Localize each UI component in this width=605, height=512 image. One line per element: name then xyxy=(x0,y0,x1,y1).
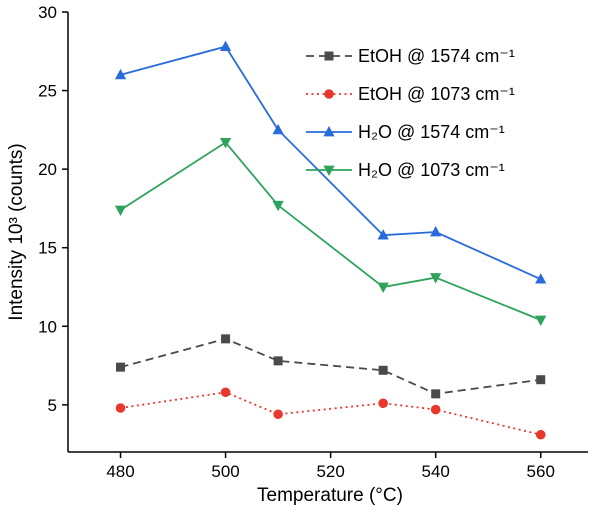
marker-circle xyxy=(430,404,441,415)
y-tick-label: 15 xyxy=(38,239,57,258)
marker-triangle-down xyxy=(430,273,442,284)
marker-triangle-down xyxy=(114,205,127,216)
x-tick-label: 540 xyxy=(421,462,449,481)
y-tick-label: 30 xyxy=(38,3,57,22)
marker-circle xyxy=(220,387,231,398)
marker-triangle-up xyxy=(219,40,232,51)
legend-label: H₂O @ 1073 cm⁻¹ xyxy=(358,160,505,180)
y-tick-label: 5 xyxy=(48,396,57,415)
marker-square xyxy=(324,51,334,61)
marker-square xyxy=(116,362,126,372)
y-tick-label: 25 xyxy=(38,82,57,101)
legend-item-0: EtOH @ 1574 cm⁻¹ xyxy=(306,46,515,66)
series-line xyxy=(120,141,542,321)
y-tick-label: 10 xyxy=(38,317,57,336)
series-1 xyxy=(115,387,546,440)
y-axis-title: Intensity 10³ (counts) xyxy=(6,143,27,320)
marker-triangle-down xyxy=(272,200,284,212)
marker-square xyxy=(273,356,283,366)
legend-label: EtOH @ 1073 cm⁻¹ xyxy=(358,84,515,104)
legend-item-2: H₂O @ 1574 cm⁻¹ xyxy=(306,122,505,142)
marker-triangle-down xyxy=(535,315,547,326)
legend-label: H₂O @ 1574 cm⁻¹ xyxy=(358,122,505,142)
marker-triangle-down xyxy=(377,282,389,293)
marker-triangle-up xyxy=(377,229,389,240)
marker-circle xyxy=(378,398,388,409)
legend-item-1: EtOH @ 1073 cm⁻¹ xyxy=(306,84,515,104)
marker-triangle-up xyxy=(535,273,547,284)
series-3 xyxy=(114,138,547,326)
series-line xyxy=(120,45,542,280)
legend: EtOH @ 1574 cm⁻¹ EtOH @ 1073 cm⁻¹ H₂O @ 15… xyxy=(306,46,515,180)
marker-square xyxy=(431,389,441,399)
series-layer xyxy=(114,40,547,440)
axes-layer: 480 500 520 540 560 5 10 15 20 25 30 xyxy=(38,3,588,481)
y-tick-label: 20 xyxy=(38,160,57,179)
marker-triangle-down xyxy=(323,165,335,176)
marker-square xyxy=(378,365,388,375)
x-axis-title: Temperature (°C) xyxy=(257,485,403,506)
marker-triangle-down xyxy=(219,138,232,149)
x-tick-label: 520 xyxy=(316,462,344,481)
x-tick-label: 480 xyxy=(106,462,134,481)
marker-triangle-up xyxy=(272,123,284,135)
series-line xyxy=(120,337,541,395)
marker-circle xyxy=(273,409,283,420)
marker-square xyxy=(536,375,546,385)
series-2 xyxy=(114,40,547,284)
marker-triangle-up xyxy=(323,126,335,137)
x-tick-label: 560 xyxy=(527,462,555,481)
series-line xyxy=(120,391,541,436)
marker-triangle-up xyxy=(430,226,442,237)
marker-circle xyxy=(535,429,546,440)
marker-circle xyxy=(324,89,334,99)
legend-label: EtOH @ 1574 cm⁻¹ xyxy=(358,46,515,66)
marker-circle xyxy=(115,403,126,413)
marker-square xyxy=(221,334,231,344)
series-0 xyxy=(116,334,546,399)
marker-triangle-up xyxy=(114,68,127,80)
legend-item-3: H₂O @ 1073 cm⁻¹ xyxy=(306,160,505,180)
x-tick-label: 500 xyxy=(211,462,239,481)
